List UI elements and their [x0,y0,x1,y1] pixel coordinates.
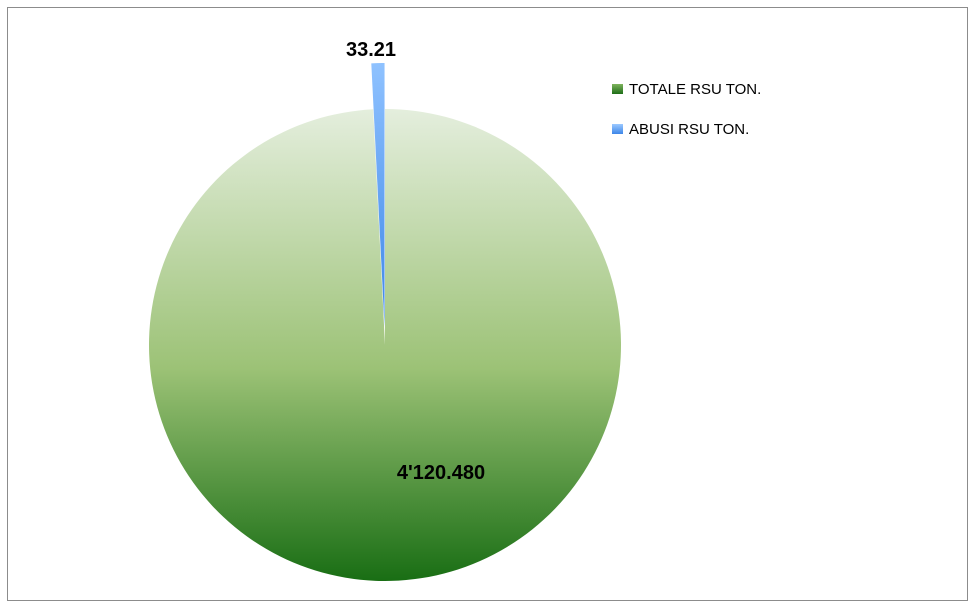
legend-swatch-totale [612,84,623,94]
pie-slice-totale [149,109,622,582]
legend-label-abusi: ABUSI RSU TON. [629,121,749,138]
data-label-abusi: 33.21 [346,39,396,61]
data-label-totale: 4'120.480 [397,462,485,484]
legend-swatch-abusi [612,124,623,134]
legend-label-totale: TOTALE RSU TON. [629,81,761,98]
pie-slice-abusi [371,63,385,328]
